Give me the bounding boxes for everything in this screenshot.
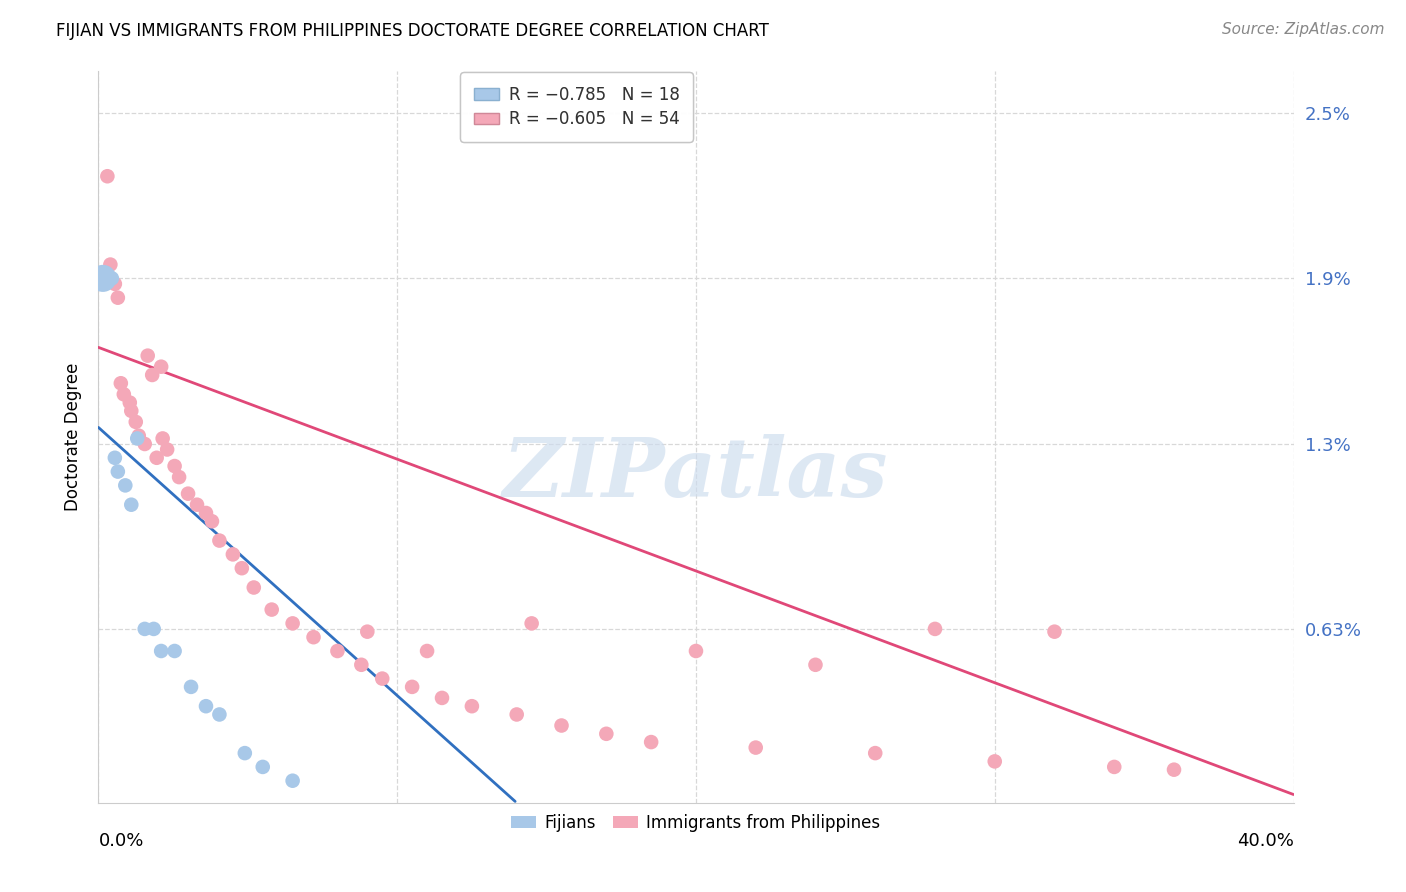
Point: [350, 657, 373, 672]
Point: [104, 450, 127, 465]
Point: [302, 630, 325, 644]
Text: FIJIAN VS IMMIGRANTS FROM PHILIPPINES DOCTORATE DEGREE CORRELATION CHART: FIJIAN VS IMMIGRANTS FROM PHILIPPINES DO…: [56, 22, 769, 40]
Point: [520, 616, 543, 631]
Point: [924, 622, 946, 636]
Point: [120, 404, 142, 418]
Point: [96, 271, 118, 285]
Point: [141, 368, 163, 382]
Point: [252, 760, 274, 774]
Point: [93, 271, 115, 285]
Point: [804, 657, 827, 672]
Point: [745, 740, 768, 755]
Point: [461, 699, 484, 714]
Point: [180, 680, 202, 694]
Point: [1043, 624, 1066, 639]
Point: [145, 450, 167, 465]
Point: [156, 442, 179, 457]
Point: [90, 271, 112, 285]
Point: [550, 718, 572, 732]
Point: [91, 271, 114, 285]
Point: [356, 624, 378, 639]
Point: [208, 707, 231, 722]
Point: [125, 415, 148, 429]
Point: [640, 735, 662, 749]
Point: [118, 395, 141, 409]
Point: [112, 387, 135, 401]
Point: [104, 277, 127, 291]
Point: [685, 644, 707, 658]
Text: 0.0%: 0.0%: [98, 832, 143, 850]
Point: [150, 644, 173, 658]
Point: [506, 707, 529, 722]
Point: [430, 690, 453, 705]
Point: [110, 376, 132, 391]
Point: [101, 271, 124, 285]
Point: [96, 169, 118, 184]
Point: [142, 622, 165, 636]
Point: [865, 746, 887, 760]
Point: [91, 271, 114, 285]
Point: [128, 428, 150, 442]
Point: [120, 498, 142, 512]
Point: [1104, 760, 1126, 774]
Point: [201, 514, 224, 528]
Point: [595, 727, 617, 741]
Point: [243, 581, 266, 595]
Text: Source: ZipAtlas.com: Source: ZipAtlas.com: [1222, 22, 1385, 37]
Point: [177, 486, 200, 500]
Point: [260, 602, 283, 616]
Point: [371, 672, 394, 686]
Point: [326, 644, 349, 658]
Point: [107, 465, 129, 479]
Text: ZIPatlas: ZIPatlas: [503, 434, 889, 514]
Point: [163, 644, 186, 658]
Point: [114, 478, 136, 492]
Point: [186, 498, 208, 512]
Point: [984, 755, 1007, 769]
Point: [222, 548, 245, 562]
Point: [208, 533, 231, 548]
Point: [136, 349, 159, 363]
Point: [150, 359, 173, 374]
Point: [281, 616, 304, 631]
Point: [281, 773, 304, 788]
Point: [127, 432, 149, 446]
Point: [134, 437, 156, 451]
Point: [195, 506, 218, 520]
Point: [231, 561, 253, 575]
Legend: Fijians, Immigrants from Philippines: Fijians, Immigrants from Philippines: [505, 807, 887, 838]
Point: [152, 432, 174, 446]
Point: [195, 699, 218, 714]
Point: [1163, 763, 1185, 777]
Point: [233, 746, 256, 760]
Y-axis label: Doctorate Degree: Doctorate Degree: [65, 363, 83, 511]
Point: [401, 680, 423, 694]
Point: [167, 470, 190, 484]
Point: [416, 644, 439, 658]
Point: [163, 458, 186, 473]
Point: [107, 291, 129, 305]
Text: 40.0%: 40.0%: [1237, 832, 1294, 850]
Point: [98, 258, 122, 272]
Point: [134, 622, 156, 636]
